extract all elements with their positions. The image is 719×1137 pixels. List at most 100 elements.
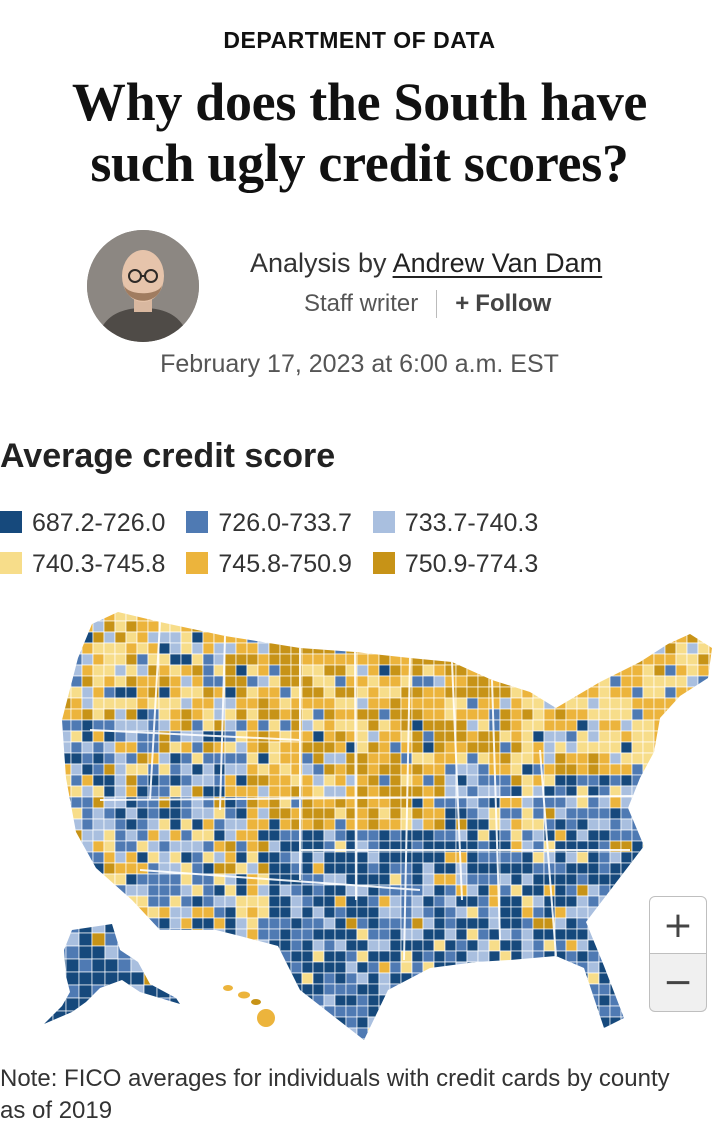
county-cell	[191, 983, 204, 996]
county-cell	[191, 708, 204, 721]
county-cell	[433, 796, 446, 809]
county-cell	[81, 862, 94, 875]
zoom-in-button[interactable]: +	[649, 896, 707, 954]
county-cell	[543, 763, 556, 776]
county-cell	[422, 961, 435, 974]
county-cell	[620, 807, 633, 820]
county-cell	[158, 906, 171, 919]
zoom-out-button[interactable]: −	[649, 954, 707, 1012]
county-cell	[183, 998, 196, 1011]
county-cell	[543, 983, 556, 996]
county-cell	[246, 741, 259, 754]
county-cell	[180, 1038, 193, 1040]
county-cell	[389, 708, 402, 721]
county-cell	[576, 612, 589, 622]
county-cell	[378, 851, 391, 864]
county-cell	[70, 1027, 83, 1040]
county-cell	[620, 950, 633, 963]
county-cell	[708, 631, 712, 644]
county-cell	[686, 752, 699, 765]
county-cell	[620, 862, 633, 875]
county-cell	[675, 752, 688, 765]
county-cell	[686, 818, 699, 831]
county-cell	[631, 917, 644, 930]
county-cell	[609, 1016, 622, 1029]
county-cell	[499, 642, 512, 655]
county-cell	[477, 653, 490, 666]
county-cell	[532, 983, 545, 996]
county-cell	[169, 697, 182, 710]
county-cell	[631, 884, 644, 897]
county-cell	[477, 983, 490, 996]
county-cell	[290, 895, 303, 908]
county-cell	[136, 1016, 149, 1029]
county-cell	[202, 719, 215, 732]
county-cell	[104, 958, 119, 973]
county-cell	[708, 1027, 712, 1040]
county-cell	[257, 730, 270, 743]
county-cell	[367, 785, 380, 798]
county-cell	[598, 631, 611, 644]
county-cell	[279, 818, 292, 831]
county-cell	[422, 1005, 435, 1018]
county-cell	[103, 895, 116, 908]
author-link[interactable]: Andrew Van Dam	[392, 248, 603, 278]
county-cell	[356, 664, 369, 677]
county-cell	[565, 774, 578, 787]
county-cell	[708, 917, 712, 930]
county-cell	[532, 884, 545, 897]
county-cell	[576, 818, 589, 831]
county-cell	[664, 664, 677, 677]
county-cell	[70, 796, 83, 809]
county-cell	[323, 642, 336, 655]
county-cell	[444, 818, 457, 831]
county-cell	[631, 1005, 644, 1018]
county-cell	[312, 807, 325, 820]
county-cell	[565, 917, 578, 930]
county-cell	[631, 818, 644, 831]
county-cell	[708, 719, 712, 732]
county-choropleth-map[interactable]	[0, 600, 719, 1040]
county-cell	[114, 928, 127, 941]
county-cell	[620, 631, 633, 644]
legend-item: 745.8-750.9	[186, 550, 365, 578]
county-cell	[477, 785, 490, 798]
county-cell	[400, 708, 413, 721]
county-cell	[279, 950, 292, 963]
county-cell	[499, 796, 512, 809]
county-cell	[708, 686, 712, 699]
county-cell	[598, 961, 611, 974]
follow-button[interactable]: + Follow	[455, 290, 551, 318]
county-cell	[466, 774, 479, 787]
county-cell	[202, 763, 215, 776]
county-cell	[697, 653, 710, 666]
county-cell	[268, 697, 281, 710]
county-cell	[664, 818, 677, 831]
county-cell	[156, 984, 171, 999]
county-cell	[642, 807, 655, 820]
county-cell	[323, 829, 336, 842]
author-avatar[interactable]	[87, 230, 199, 342]
county-cell	[143, 1023, 158, 1024]
county-cell	[565, 653, 578, 666]
county-cell	[213, 917, 226, 930]
county-cell	[378, 906, 391, 919]
county-cell	[576, 950, 589, 963]
county-cell	[576, 642, 589, 655]
county-cell	[136, 818, 149, 831]
county-cell	[587, 719, 600, 732]
county-cell	[455, 917, 468, 930]
section-kicker[interactable]: DEPARTMENT OF DATA	[223, 27, 496, 53]
county-cell	[312, 972, 325, 985]
county-cell	[78, 984, 93, 999]
county-cell	[92, 796, 105, 809]
county-cell	[52, 984, 67, 999]
county-cell	[488, 642, 501, 655]
county-cell	[224, 917, 237, 930]
county-cell	[455, 939, 468, 952]
county-cell	[587, 1038, 600, 1040]
county-cell	[356, 752, 369, 765]
county-cell	[433, 741, 446, 754]
county-cell	[334, 818, 347, 831]
county-cell	[587, 906, 600, 919]
